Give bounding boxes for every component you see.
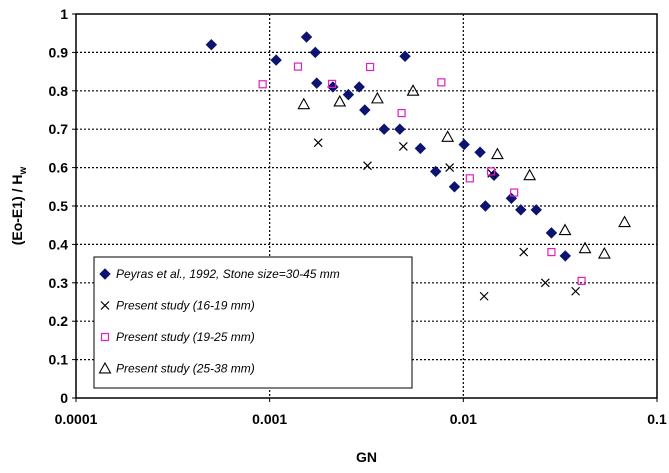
data-point [441, 130, 455, 142]
data-point [270, 54, 282, 66]
series-3-points [258, 62, 586, 285]
data-point [540, 278, 550, 288]
data-point [365, 62, 375, 72]
data-point [397, 108, 406, 118]
data-point [370, 91, 384, 104]
data-point [505, 192, 518, 205]
legend-label: Present study (16-19 mm) [116, 299, 255, 313]
y-tick-label: 0.9 [49, 44, 69, 60]
y-tick-label: 0.5 [49, 198, 69, 214]
y-axis-title-main: (Eo-E1) / H [9, 175, 25, 246]
data-point [519, 247, 529, 257]
data-point [558, 223, 572, 236]
x-tick-label: 0.1 [647, 411, 667, 427]
y-axis-title-subscript: w [18, 167, 29, 176]
data-point [399, 50, 411, 62]
y-tick-label: 0.4 [49, 236, 69, 252]
legend-marker [99, 268, 111, 280]
data-point [445, 163, 455, 173]
data-point [309, 46, 321, 59]
series-4-points [297, 84, 631, 259]
data-point [578, 241, 592, 254]
legend-marker [100, 332, 110, 342]
data-point [571, 286, 581, 296]
data-point [363, 161, 372, 171]
data-point [523, 168, 537, 181]
data-marks [205, 31, 631, 301]
data-point [577, 276, 586, 285]
data-point [293, 62, 303, 71]
x-tick-label: 0.001 [252, 411, 287, 427]
legend-box [93, 256, 413, 389]
data-point [353, 81, 365, 93]
legend-marker [98, 361, 112, 374]
data-point [479, 200, 492, 212]
y-tick-label: 0.3 [49, 275, 69, 291]
data-point [359, 104, 371, 116]
data-point [530, 204, 542, 216]
x-tick-label: 0.0001 [55, 411, 98, 427]
data-point [378, 123, 390, 135]
data-point [465, 174, 474, 183]
y-tick-label: 0.8 [49, 83, 69, 99]
data-point [394, 123, 406, 135]
y-tick-label: 1 [60, 6, 68, 22]
y-axis-title: (Eo-E1) / Hw [9, 167, 29, 246]
x-axis-title: GN [356, 449, 377, 465]
data-point [414, 142, 427, 155]
data-point [458, 138, 470, 151]
legend-label: Peyras et al., 1992, Stone size=30-45 mm [116, 267, 340, 281]
data-point [618, 215, 631, 228]
series-2-points [313, 138, 581, 301]
data-point [448, 181, 461, 193]
data-point [491, 147, 504, 160]
data-point [545, 227, 558, 239]
y-tick-label: 0.1 [49, 352, 69, 368]
data-point [406, 84, 420, 96]
x-tick-label: 0.01 [450, 411, 477, 427]
data-point [559, 250, 571, 262]
data-point [297, 97, 311, 110]
data-point [486, 167, 496, 176]
data-point [342, 88, 355, 101]
data-point [398, 142, 408, 151]
y-tick-label: 0.2 [49, 313, 69, 329]
data-point [474, 146, 486, 158]
data-point [515, 204, 527, 216]
data-point [547, 247, 556, 257]
data-point [311, 77, 323, 89]
data-point [300, 31, 313, 43]
axis-ticks: 0 0.1 0.2 0.3 0.4 0.5 0.6 0.7 0.8 0.9 1 0.0001 0.001… [49, 6, 667, 427]
legend-label: Present study (25-38 mm) [116, 362, 255, 376]
legend: Peyras et al., 1992, Stone size=30-45 mm… [93, 256, 413, 389]
series-1-points [205, 31, 571, 262]
data-point [597, 246, 611, 259]
data-point [205, 39, 218, 51]
data-point [313, 138, 323, 148]
data-point [258, 80, 267, 89]
data-point [479, 291, 489, 301]
y-tick-label: 0.7 [49, 121, 69, 137]
y-tick-label: 0.6 [49, 160, 69, 176]
data-point [437, 78, 446, 87]
data-point [327, 79, 337, 88]
legend-marker [100, 301, 110, 310]
data-point [510, 188, 519, 197]
data-point [333, 94, 347, 107]
legend-label: Present study (19-25 mm) [116, 330, 255, 344]
data-point [429, 165, 442, 178]
y-tick-label: 0 [60, 390, 68, 406]
